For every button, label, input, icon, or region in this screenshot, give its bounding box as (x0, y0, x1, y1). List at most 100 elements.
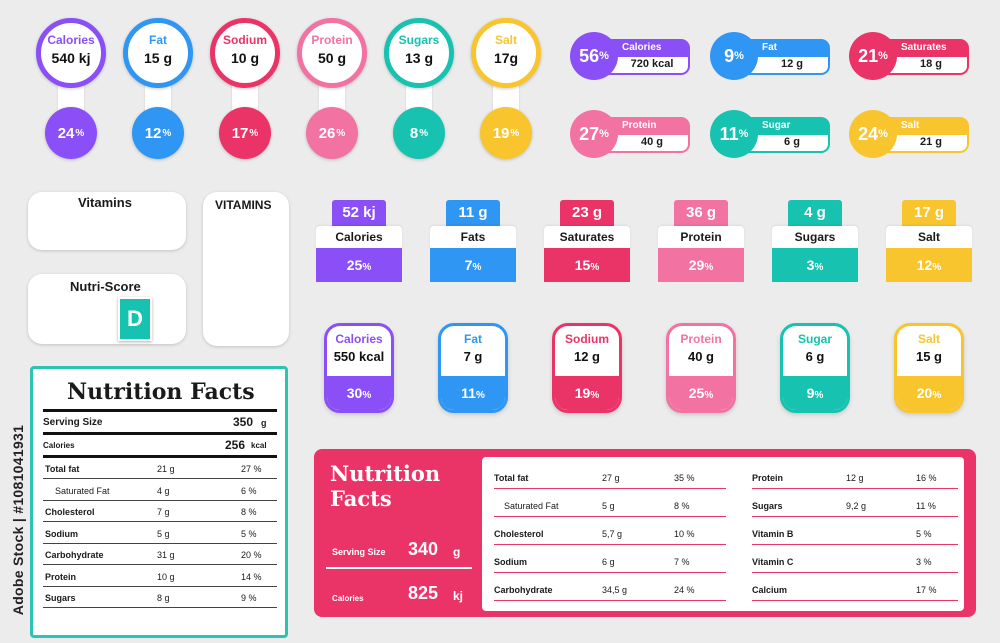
pill-sugar: 11% Sugar 6 g (710, 110, 834, 158)
facts-row-amount: 5 g (157, 528, 170, 539)
pill-label: Saturates (885, 39, 969, 57)
facts-row-amount: 10 g (157, 571, 175, 582)
percent-number: 8 (409, 124, 419, 142)
pink-row-name: Carbohydrate (494, 585, 553, 595)
pill-value: 21 g (885, 135, 969, 153)
pin-calories: Calories 540 kj (36, 18, 106, 88)
capsule-label: Fat (464, 332, 482, 346)
capsule-value: 6 g (805, 349, 825, 364)
pink-serving-label: Serving Size (332, 547, 386, 557)
facts-row-percent: 8 % (241, 507, 257, 517)
facts-row-name: Carbohydrate (45, 550, 104, 560)
percent-sign: % (734, 50, 744, 62)
percent-number: 9 (724, 45, 735, 66)
percent-sign: % (419, 127, 429, 139)
pin-label: Fat (149, 33, 167, 47)
facts-row: Carbohydrate 31 g 20 % (43, 544, 277, 565)
vitamins-list-title: VITAMINS (215, 198, 272, 212)
pill-percent: 24% (849, 110, 897, 158)
tab-amount: 52 kj (332, 200, 386, 226)
pink-facts-row: Sodium 6 g 7 % (494, 551, 726, 573)
pill-percent: 9% (710, 32, 758, 80)
pin-label: Protein (311, 33, 353, 47)
capsule-label: Salt (917, 332, 940, 346)
pink-calories-unit: kj (453, 589, 464, 603)
tab-calories: 52 kj Calories 25% (316, 200, 402, 288)
nutri-score-card (28, 274, 186, 344)
percent-number: 17 (231, 124, 249, 142)
tab-saturates: 23 g Saturates 15% (544, 200, 630, 288)
pin-value: 540 kj (51, 50, 91, 66)
pin-value: 13 g (404, 50, 433, 66)
pink-row-percent: 3 % (916, 557, 932, 567)
vitamins-balls-card (28, 192, 186, 250)
pin-protein: Protein 50 g (297, 18, 367, 88)
pink-serving-unit: g (453, 545, 461, 559)
percent-sign: % (599, 50, 609, 62)
pink-row-amount: 5,7 g (602, 529, 623, 539)
divider (43, 455, 277, 458)
tab-amount: 4 g (788, 200, 842, 226)
tab-percent: 12% (886, 248, 972, 282)
calories-label: Calories (43, 441, 75, 450)
capsule-salt: Salt 15 g 20% (894, 323, 964, 413)
pin-sodium: Sodium 10 g (210, 18, 280, 88)
calories-unit: kcal (251, 441, 267, 450)
pink-row-percent: 8 % (674, 501, 690, 511)
pink-facts-row: Vitamin C 3 % (752, 551, 958, 573)
capsule-percent: 11% (441, 376, 505, 410)
divider (43, 432, 277, 435)
divider (43, 409, 277, 412)
tab-label: Salt (886, 226, 972, 248)
percent-number: 30 (346, 385, 363, 401)
capsule-percent: 19% (555, 376, 619, 410)
tab-label: Calories (316, 226, 402, 248)
pink-row-name: Sugars (752, 501, 783, 511)
nutrition-facts-label-pink: Nutrition Facts Serving Size 340 g Calor… (314, 449, 976, 617)
pill-value: 40 g (606, 135, 690, 153)
tab-salt: 17 g Salt 12% (886, 200, 972, 288)
pink-row-name: Sodium (494, 557, 527, 567)
capsule-fat: Fat 7 g 11% (438, 323, 508, 413)
facts-row: Total fat 21 g 27 % (43, 458, 277, 479)
pin-label: Salt (494, 33, 517, 47)
pink-title-line1: Nutrition (330, 461, 441, 486)
pink-row-amount: 34,5 g (602, 585, 628, 595)
percent-sign: % (738, 128, 749, 140)
pill-value: 720 kcal (606, 57, 690, 75)
pin-fat: Fat 15 g (123, 18, 193, 88)
percent-number: 25 (688, 385, 705, 401)
pink-serving-value: 340 (408, 539, 439, 559)
pink-facts-row: Total fat 27 g 35 % (494, 467, 726, 489)
capsule-label: Sodium (565, 332, 609, 346)
facts-row-name: Total fat (45, 464, 80, 474)
facts-row-amount: 21 g (157, 464, 175, 474)
percent-sign: % (162, 127, 172, 139)
tab-label: Fats (430, 226, 516, 248)
percent-number: 26 (318, 124, 336, 142)
pink-facts-row: Saturated Fat 5 g 8 % (494, 495, 726, 517)
pink-facts-row: Sugars 9,2 g 11 % (752, 495, 958, 517)
serving-size-label: Serving Size (43, 417, 103, 428)
tab-label: Saturates (544, 226, 630, 248)
capsule-label: Calories (335, 332, 383, 346)
pill-calories: 56% Calories 720 kcal (570, 32, 694, 80)
facts-row: Saturated Fat 4 g 6 % (43, 480, 277, 501)
serving-size-unit: g (261, 418, 267, 428)
pill-percent: 56% (570, 32, 618, 80)
facts-row: Sodium 5 g 5 % (43, 523, 277, 544)
tab-amount: 36 g (674, 200, 728, 226)
tab-protein: 36 g Protein 29% (658, 200, 744, 288)
percent-sign: % (475, 390, 485, 401)
tab-percent: 15% (544, 248, 630, 282)
pink-title-line2: Facts (330, 486, 392, 511)
percent-sign: % (75, 127, 85, 139)
pill-label: Fat (746, 39, 830, 57)
percent-number: 29 (688, 257, 705, 273)
pill-value: 12 g (746, 57, 830, 75)
percent-sign: % (932, 262, 942, 273)
pin-percent-calories: 24% (45, 107, 97, 159)
pill-percent: 27% (570, 110, 618, 158)
pink-row-percent: 5 % (916, 529, 932, 539)
percent-number: 12 (144, 124, 162, 142)
